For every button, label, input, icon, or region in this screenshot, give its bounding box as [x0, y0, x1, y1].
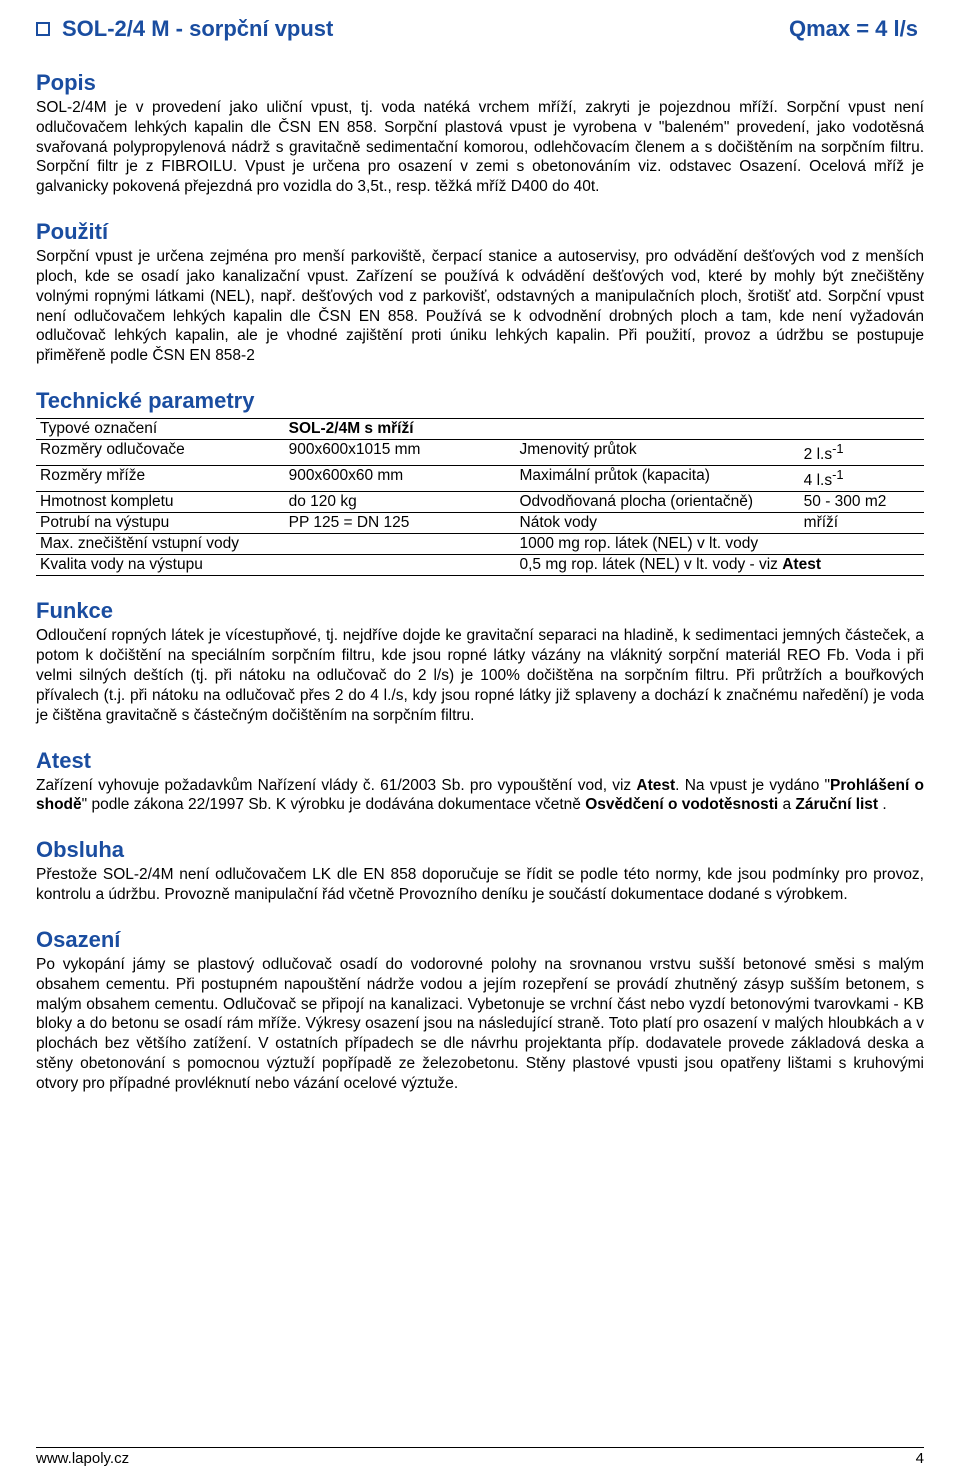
table-row: Kvalita vody na výstupu0,5 mg rop. látek…	[36, 555, 924, 576]
table-cell: Max. znečištění vstupní vody	[36, 534, 516, 555]
para-atest: Zařízení vyhovuje požadavkům Nařízení vl…	[36, 776, 924, 816]
table-cell: Jmenovitý průtok	[516, 440, 800, 466]
para-osazeni: Po vykopání jámy se plastový odlučovač o…	[36, 955, 924, 1094]
table-cell: mříží	[800, 513, 924, 534]
page-title-bar: SOL-2/4 M - sorpční vpust Qmax = 4 l/s	[36, 16, 924, 42]
table-cell: 0,5 mg rop. látek (NEL) v lt. vody - viz…	[516, 555, 925, 576]
para-obsluha: Přestože SOL-2/4M není odlučovačem LK dl…	[36, 865, 924, 905]
table-row: Max. znečištění vstupní vody1000 mg rop.…	[36, 534, 924, 555]
title-bullet-icon	[36, 22, 50, 36]
table-row: Rozměry odlučovače900x600x1015 mmJmenovi…	[36, 440, 924, 466]
footer: www.lapoly.cz 4	[36, 1447, 924, 1467]
table-row: Typové označeníSOL-2/4M s mříží	[36, 419, 924, 440]
table-cell: Maximální průtok (kapacita)	[516, 466, 800, 492]
table-cell: 4 l.s-1	[800, 466, 924, 492]
table-cell: 900x600x60 mm	[285, 466, 516, 492]
table-cell: Odvodňovaná plocha (orientačně)	[516, 492, 800, 513]
para-pouziti: Sorpční vpust je určena zejména pro menš…	[36, 247, 924, 366]
table-row: Rozměry mříže900x600x60 mmMaximální průt…	[36, 466, 924, 492]
table-cell: Kvalita vody na výstupu	[36, 555, 516, 576]
heading-obsluha: Obsluha	[36, 837, 924, 863]
table-cell: Rozměry odlučovače	[36, 440, 285, 466]
heading-atest: Atest	[36, 748, 924, 774]
table-row: Hmotnost kompletudo 120 kgOdvodňovaná pl…	[36, 492, 924, 513]
footer-page-number: 4	[916, 1450, 924, 1467]
table-cell: SOL-2/4M s mříží	[285, 419, 924, 440]
table-cell: Nátok vody	[516, 513, 800, 534]
table-cell: Typové označení	[36, 419, 285, 440]
heading-parametry: Technické parametry	[36, 388, 924, 414]
table-cell: do 120 kg	[285, 492, 516, 513]
table-cell: PP 125 = DN 125	[285, 513, 516, 534]
table-cell: 2 l.s-1	[800, 440, 924, 466]
table-cell: 900x600x1015 mm	[285, 440, 516, 466]
heading-pouziti: Použití	[36, 219, 924, 245]
heading-osazeni: Osazení	[36, 927, 924, 953]
table-cell: 1000 mg rop. látek (NEL) v lt. vody	[516, 534, 925, 555]
heading-popis: Popis	[36, 70, 924, 96]
table-row: Potrubí na výstupuPP 125 = DN 125Nátok v…	[36, 513, 924, 534]
table-cell: Rozměry mříže	[36, 466, 285, 492]
page-qmax: Qmax = 4 l/s	[789, 16, 924, 42]
table-cell: Potrubí na výstupu	[36, 513, 285, 534]
params-table: Typové označeníSOL-2/4M s mřížíRozměry o…	[36, 418, 924, 576]
para-popis: SOL-2/4M je v provedení jako uliční vpus…	[36, 98, 924, 197]
footer-url: www.lapoly.cz	[36, 1450, 129, 1467]
heading-funkce: Funkce	[36, 598, 924, 624]
table-cell: 50 - 300 m2	[800, 492, 924, 513]
page-title: SOL-2/4 M - sorpční vpust	[62, 16, 789, 42]
table-cell: Hmotnost kompletu	[36, 492, 285, 513]
para-funkce: Odloučení ropných látek je vícestupňové,…	[36, 626, 924, 725]
